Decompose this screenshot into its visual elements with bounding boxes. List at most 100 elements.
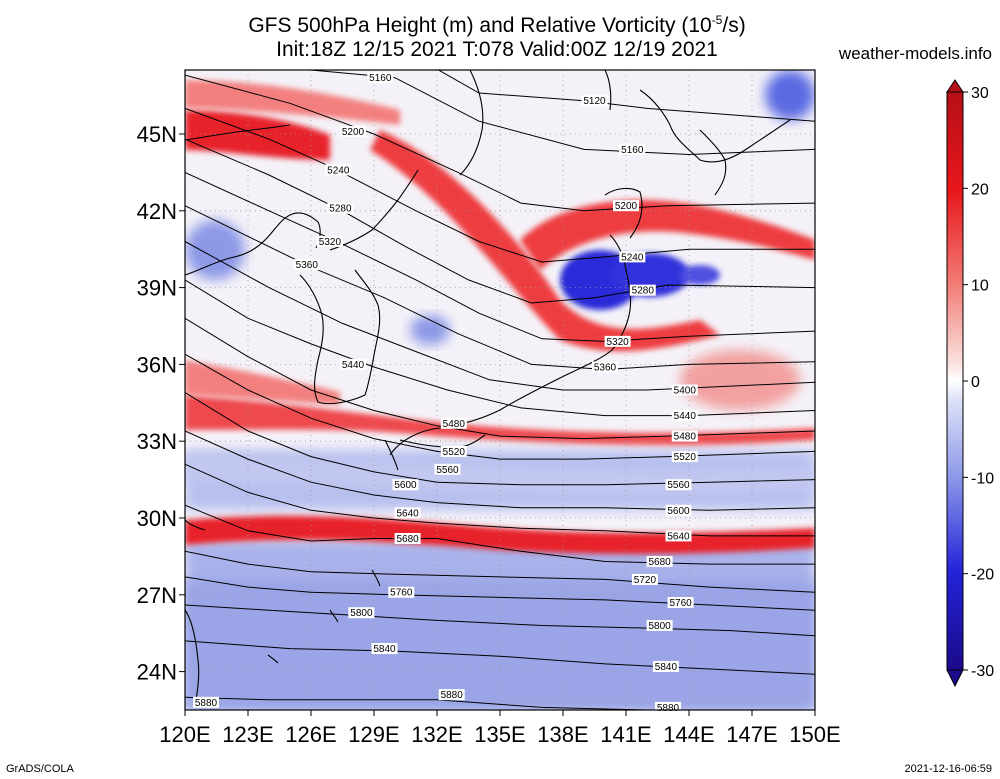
contour-label: 5320: [319, 237, 342, 248]
contour-label: 5160: [369, 73, 392, 84]
colorbar-label: 10: [971, 278, 989, 295]
contour-label-bg: [434, 463, 461, 475]
contour-label-bg: [438, 689, 465, 701]
contour-line-5800: [185, 604, 815, 637]
contour-label: 5440: [342, 360, 365, 371]
colorbar-label: -10: [971, 470, 994, 487]
contour-label-bg: [671, 451, 698, 463]
contour-label-bg: [619, 143, 646, 155]
contour-label-bg: [671, 410, 698, 422]
contour-label: 5360: [296, 260, 319, 271]
timestamp: 2021-12-16-06:59: [904, 763, 992, 775]
lon-tick-label: 135E: [474, 722, 525, 747]
contour-label-bg: [581, 95, 608, 107]
colorbar: 30 20 10 0 -10 -20 -30: [946, 79, 994, 688]
contour-label: 5640: [396, 508, 419, 519]
contour-label-bg: [646, 556, 673, 568]
lon-tick-label: 126E: [285, 722, 336, 747]
contour-line-5160: [308, 70, 815, 156]
contour-label: 5480: [674, 432, 697, 443]
colorbar-label: -30: [971, 663, 994, 680]
contour-label: 5440: [674, 411, 697, 422]
contour-label: 5840: [655, 662, 678, 673]
contour-label: 5680: [648, 557, 671, 568]
lat-tick-label: 24N: [137, 660, 177, 685]
contour-line-5720: [185, 550, 815, 593]
contour-label-bg: [440, 445, 467, 457]
lat-tick-label: 33N: [137, 429, 177, 454]
lat-tick-label: 42N: [137, 199, 177, 224]
contour-label: 5600: [667, 506, 690, 517]
colorbar-bottom-triangle: [946, 669, 964, 688]
site-credit: weather-models.info: [838, 44, 992, 63]
contour-line-5680: [185, 504, 815, 565]
contour-line-5200: [185, 74, 815, 212]
contour-label: 5720: [634, 575, 657, 586]
colorbar-label: 0: [971, 374, 980, 391]
contour-label-bg: [604, 335, 631, 347]
lon-tick-label: 129E: [348, 722, 399, 747]
contour-line-5440: [185, 279, 815, 417]
colorbar-bar: [946, 91, 964, 671]
contour-label-bg: [646, 620, 673, 632]
contour-label-bg: [327, 202, 354, 214]
contour-label-bg: [394, 507, 421, 519]
height-contours: 5120 5160 5160 5200 5200 5240 5240 5280 5280 5320…: [185, 70, 815, 714]
colorbar-label: 30: [971, 85, 989, 102]
contour-label: 5760: [669, 598, 692, 609]
contour-label-bg: [671, 430, 698, 442]
contour-label-bg: [631, 573, 658, 585]
contour-line-5400: [185, 241, 815, 391]
contour-line-5480: [185, 317, 815, 440]
contour-label-bg: [665, 530, 692, 542]
contour-label: 5480: [443, 419, 466, 430]
lon-tick-label: 144E: [663, 722, 714, 747]
contour-line-5880: [185, 696, 748, 710]
contour-label-bg: [325, 164, 352, 176]
contour-label: 5520: [674, 452, 697, 463]
contour-label: 5200: [342, 127, 365, 138]
contour-label: 5280: [329, 204, 352, 215]
colorbar-label: -20: [971, 567, 994, 584]
chart-subtitle: Init:18Z 12/15 2021 T:078 Valid:00Z 12/1…: [276, 38, 718, 61]
contour-label: 5520: [443, 447, 466, 458]
contour-label-bg: [665, 504, 692, 516]
contour-label: 5640: [667, 531, 690, 542]
contour-label-bg: [340, 125, 366, 137]
contour-label: 5760: [390, 588, 413, 599]
contour-label-bg: [371, 643, 398, 655]
contour-label: 5160: [621, 145, 644, 156]
contour-label-bg: [665, 479, 692, 491]
lon-tick-label: 120E: [159, 722, 210, 747]
contour-label-bg: [667, 596, 694, 608]
colorbar-label: 20: [971, 181, 989, 198]
contour-label-bg: [629, 284, 656, 296]
colorbar-labels: 30 20 10 0 -10 -20 -30: [963, 85, 994, 680]
contour-label-bg: [652, 660, 679, 672]
contour-label: 5200: [615, 201, 638, 212]
contour-label: 5280: [632, 286, 655, 297]
contour-line-5520: [185, 353, 815, 460]
contour-label: 5800: [350, 608, 373, 619]
lon-tick-label: 132E: [411, 722, 462, 747]
lat-tick-label: 30N: [137, 506, 177, 531]
contour-label: 5680: [396, 534, 419, 545]
contour-line-5360: [185, 205, 815, 371]
contour-label-bg: [193, 696, 219, 708]
contour-line-5840: [185, 640, 815, 675]
contour-label-bg: [619, 251, 646, 263]
lon-tick-label: 138E: [537, 722, 588, 747]
lon-tick-label: 141E: [600, 722, 651, 747]
contour-label-bg: [440, 417, 467, 429]
contour-label: 5600: [394, 480, 417, 491]
lat-tick-label: 36N: [137, 352, 177, 377]
software-credit: GrADS/COLA: [6, 763, 74, 775]
contour-label: 5800: [648, 621, 671, 632]
contour-label: 5560: [436, 465, 459, 476]
colorbar-top-triangle: [946, 79, 964, 93]
contour-label: 5240: [327, 165, 350, 176]
lon-tick-label: 123E: [222, 722, 273, 747]
contour-label: 5360: [594, 362, 617, 373]
contour-label-bg: [340, 358, 366, 370]
